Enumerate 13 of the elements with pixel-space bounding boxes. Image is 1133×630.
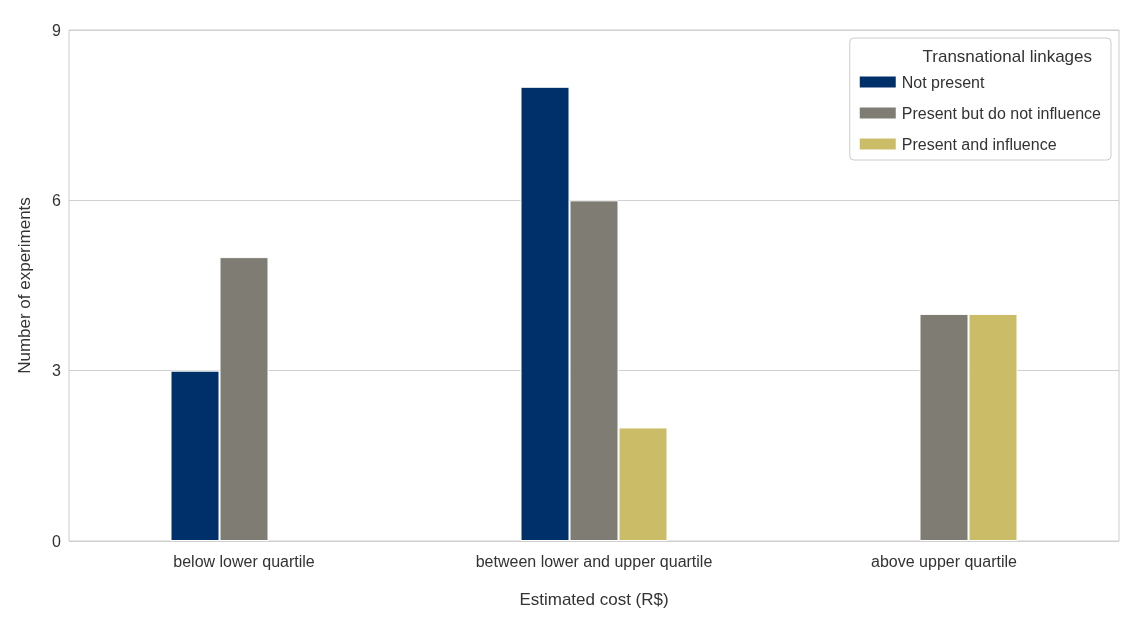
y-tick-label: 6 [52,191,62,209]
legend-title: Transnational linkages [922,47,1092,66]
y-axis-title: Number of experiments [15,197,34,374]
x-tick-label: between lower and upper quartile [475,552,713,570]
x-tick-label: below lower quartile [173,552,315,570]
legend-label: Present but do not influence [901,104,1102,122]
x-axis-title: Estimated cost (R$) [519,590,669,609]
legend-label: Present and influence [901,135,1057,153]
y-tick-label: 0 [52,532,62,550]
legend-label: Not present [901,73,986,91]
y-tick-label: 9 [52,21,62,39]
x-tick-label: above upper quartile [871,552,1018,570]
y-tick-label: 3 [52,362,62,380]
